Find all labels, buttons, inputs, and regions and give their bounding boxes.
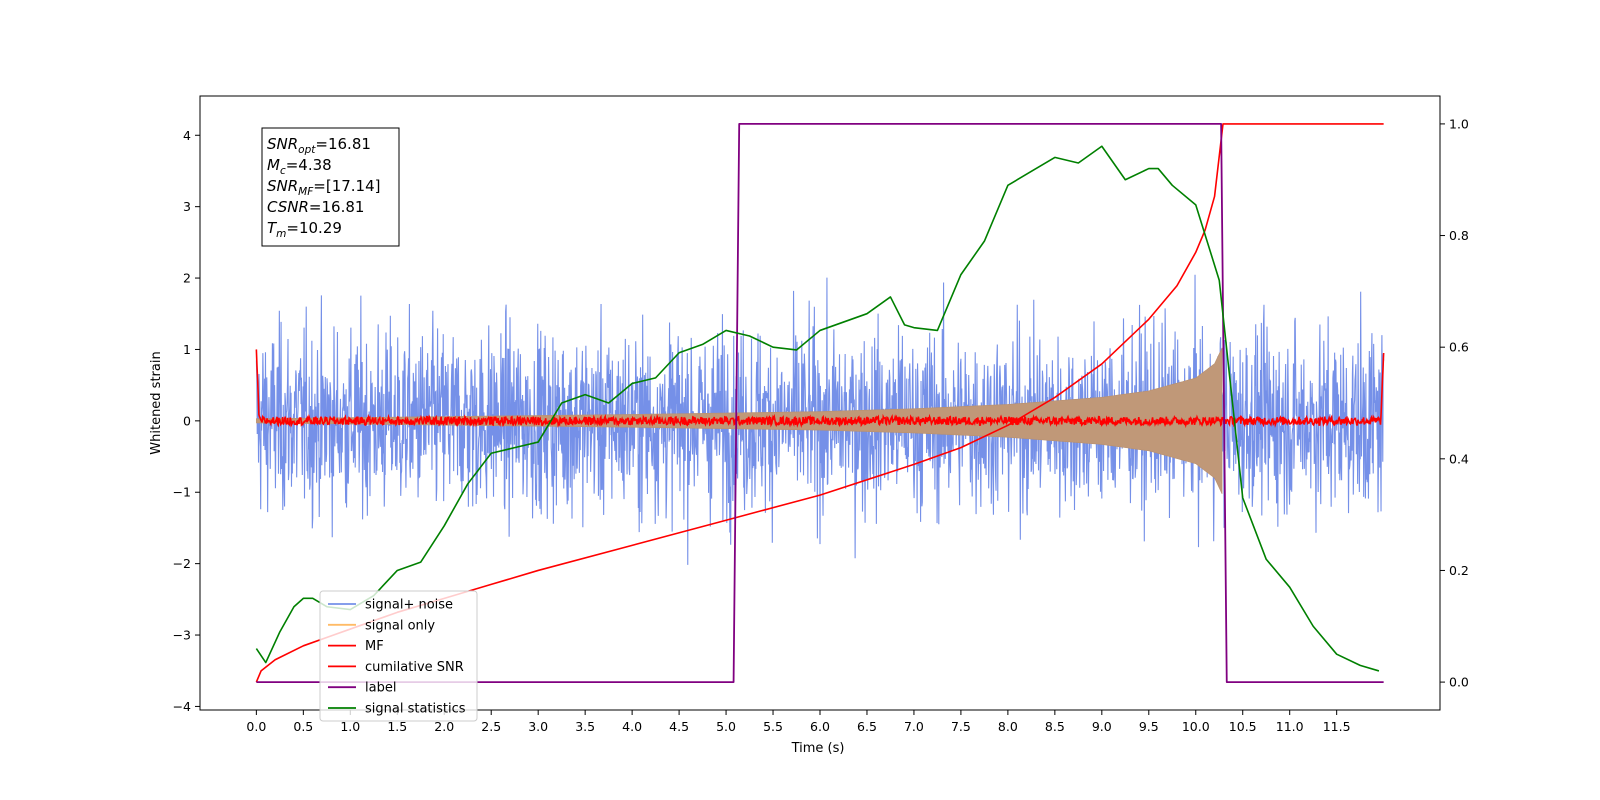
stat-line: Tm=10.29 [267, 219, 342, 240]
y-tick-label-left: −4 [173, 699, 191, 714]
x-tick-label: 2.0 [434, 719, 454, 734]
x-tick-label: 7.0 [904, 719, 924, 734]
y-tick-label-right: 0.2 [1449, 563, 1469, 578]
series-signal-statistics [255, 145, 1380, 672]
y-tick-label-left: 3 [183, 199, 191, 214]
stats-box-frame [261, 127, 400, 247]
y-tick-label-left: 0 [183, 413, 191, 428]
stat-line: CSNR=16.81 [267, 198, 364, 216]
stat-line: SNRMF=[17.14] [267, 177, 381, 198]
x-tick-label: 4.5 [669, 719, 689, 734]
y-tick-label-right: 0.4 [1449, 451, 1469, 466]
y-tick-label-left: −2 [173, 556, 191, 571]
series-mf [255, 349, 1385, 429]
y-tick-label-right: 0.0 [1449, 675, 1469, 690]
x-tick-label: 3.0 [528, 719, 548, 734]
legend-label: cumilative SNR [365, 660, 464, 675]
legend-frame [319, 590, 478, 722]
legend: signal+ noise signal only MF cumilative SNR… [319, 590, 478, 722]
x-tick-label: 5.5 [763, 719, 783, 734]
series-label [256, 123, 1384, 683]
stat-line: SNRopt=16.81 [267, 135, 371, 156]
y-tick-label-right: 0.6 [1449, 340, 1469, 355]
y-tick-label-left: −1 [173, 485, 191, 500]
legend-label: signal statistics [365, 702, 466, 717]
x-tick-label: 7.5 [951, 719, 971, 734]
x-axis-label: Time (s) [791, 741, 845, 756]
x-tick-label: 0.5 [293, 719, 313, 734]
x-tick-label: 6.5 [857, 719, 877, 734]
x-tick-label: 1.5 [387, 719, 407, 734]
y-tick-label-right: 0.8 [1449, 228, 1469, 243]
y-tick-label-left: 4 [183, 128, 191, 143]
x-tick-label: 2.5 [481, 719, 501, 734]
x-tick-label: 11.0 [1276, 719, 1304, 734]
x-tick-label: 9.0 [1092, 719, 1112, 734]
legend-label: MF [365, 639, 384, 654]
stats-box: SNRopt=16.81Mc=4.38SNRMF=[17.14]CSNR=16.… [261, 127, 400, 247]
stat-line: Mc=4.38 [267, 156, 332, 177]
y-tick-label-left: −3 [173, 628, 191, 643]
x-tick-label: 10.0 [1182, 719, 1210, 734]
x-tick-label: 6.0 [810, 719, 830, 734]
y-axis-label: Whitened strain [149, 351, 164, 454]
x-tick-label: 1.0 [340, 719, 360, 734]
x-tick-label: 5.0 [716, 719, 736, 734]
x-tick-label: 8.5 [1045, 719, 1065, 734]
x-tick-label: 9.5 [1139, 719, 1159, 734]
x-tick-label: 4.0 [622, 719, 642, 734]
y-axis-left: −4 −3 −2 −1 0 1 2 3 4 [173, 128, 200, 714]
x-tick-label: 0.0 [246, 719, 266, 734]
legend-label: label [365, 681, 396, 696]
x-tick-label: 3.5 [575, 719, 595, 734]
y-tick-label-left: 1 [183, 342, 191, 357]
x-axis: 0.0 0.5 1.0 1.5 2.0 2.5 3.0 3.5 4.0 4.5 5.0 5.5 6.0 6… [246, 710, 1351, 734]
x-tick-label: 10.5 [1229, 719, 1257, 734]
legend-label: signal only [365, 618, 435, 633]
y-tick-label-left: 2 [183, 271, 191, 286]
legend-label: signal+ noise [365, 598, 453, 613]
x-tick-label: 11.5 [1323, 719, 1351, 734]
y-tick-label-right: 1.0 [1449, 116, 1469, 131]
y-axis-right: 0.0 0.2 0.4 0.6 0.8 1.0 [1440, 116, 1469, 690]
x-tick-label: 8.0 [998, 719, 1018, 734]
